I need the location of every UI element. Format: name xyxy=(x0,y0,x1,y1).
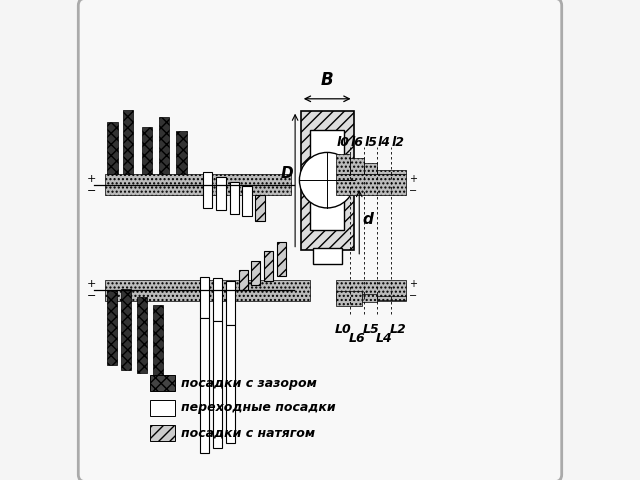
Bar xyxy=(107,291,116,365)
Bar xyxy=(150,400,175,416)
Bar xyxy=(377,296,406,300)
Bar xyxy=(154,305,163,375)
Bar xyxy=(336,280,406,301)
Bar xyxy=(150,375,175,391)
Text: переходные посадки: переходные посадки xyxy=(180,401,335,415)
Bar xyxy=(277,242,287,276)
Bar xyxy=(107,122,118,174)
Text: +: + xyxy=(408,279,417,289)
Bar xyxy=(226,325,235,444)
Bar xyxy=(104,280,310,301)
Text: +: + xyxy=(86,174,96,184)
Bar xyxy=(243,186,252,216)
Text: посадки с натягом: посадки с натягом xyxy=(180,426,315,439)
Text: L6: L6 xyxy=(349,332,365,346)
Bar xyxy=(239,270,248,290)
Text: −: − xyxy=(86,291,96,301)
Bar xyxy=(350,158,364,174)
Text: +: + xyxy=(86,279,96,289)
Text: l2: l2 xyxy=(392,136,404,149)
Bar xyxy=(264,251,273,281)
Bar xyxy=(362,294,377,302)
Text: посадки с зазором: посадки с зазором xyxy=(180,377,317,390)
Bar xyxy=(142,127,152,174)
Bar xyxy=(336,174,406,195)
Bar xyxy=(159,117,169,174)
Bar xyxy=(364,163,377,174)
Bar xyxy=(203,172,212,208)
Bar xyxy=(251,261,260,286)
Text: D: D xyxy=(280,166,293,181)
Text: L5: L5 xyxy=(362,323,379,336)
Text: B: B xyxy=(321,71,333,89)
Text: l4: l4 xyxy=(378,136,390,149)
Bar xyxy=(123,110,133,174)
Bar xyxy=(230,181,239,214)
Bar xyxy=(255,194,265,221)
Text: L0: L0 xyxy=(335,323,351,336)
Bar xyxy=(377,169,406,174)
Text: l0: l0 xyxy=(337,136,349,149)
Circle shape xyxy=(300,153,355,208)
Text: +: + xyxy=(408,174,417,184)
Text: L2: L2 xyxy=(390,323,406,336)
Bar xyxy=(200,277,209,318)
Bar xyxy=(336,155,350,174)
Bar xyxy=(150,425,175,441)
Text: −: − xyxy=(408,291,417,301)
Text: d: d xyxy=(362,212,373,227)
Bar xyxy=(226,281,235,325)
Bar xyxy=(213,278,222,322)
Text: l6: l6 xyxy=(351,136,364,149)
Bar xyxy=(310,130,344,230)
Text: l5: l5 xyxy=(364,136,377,149)
Bar xyxy=(137,298,147,373)
Bar xyxy=(301,111,353,250)
Bar xyxy=(122,289,131,370)
Bar xyxy=(213,322,222,448)
Bar xyxy=(216,177,226,210)
Bar xyxy=(200,318,209,453)
Text: −: − xyxy=(408,186,417,196)
Text: −: − xyxy=(86,186,96,196)
Bar xyxy=(177,132,187,174)
Bar xyxy=(336,291,362,306)
Bar xyxy=(313,248,342,264)
Text: L4: L4 xyxy=(376,332,392,346)
Bar xyxy=(104,174,291,195)
